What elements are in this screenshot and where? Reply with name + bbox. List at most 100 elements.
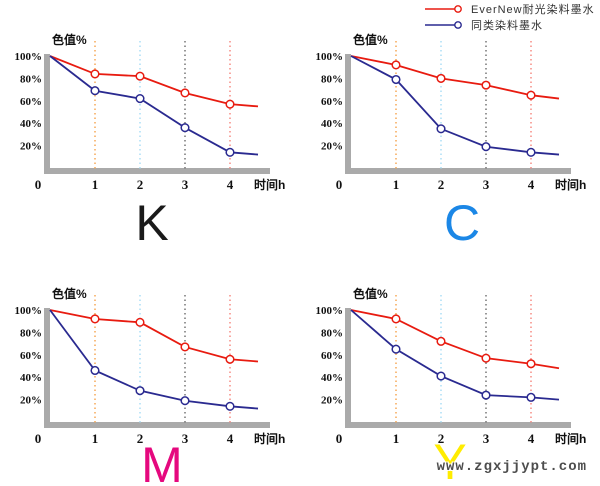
x-tick-label: 4 <box>528 177 535 192</box>
y-tick-label: 20% <box>321 141 343 153</box>
x-tick-label: 2 <box>137 177 144 192</box>
x-tick-label: 0 <box>336 431 343 446</box>
data-point-marker <box>90 86 100 96</box>
legend-label: 同类染料墨水 <box>471 19 543 32</box>
data-point-marker <box>225 401 235 411</box>
x-axis-title: 时间h <box>555 177 586 192</box>
chart-y-plot: 100% 80% 60% 40% 20% 0 1 2 3 4 色值% 时间h <box>316 286 587 446</box>
y-tick-label: 80% <box>321 73 343 85</box>
chart-m-plot: 100% 80% 60% 40% 20% 0 1 2 3 4 色值% 时间h <box>15 286 286 446</box>
chart-k: 100% 80% 60% 40% 20% 0 1 2 3 4 色值% 时间h <box>2 28 302 200</box>
chart-m: 100% 80% 60% 40% 20% 0 1 2 3 4 色值% 时间h <box>2 282 302 454</box>
x-tick-label: 1 <box>393 431 400 446</box>
y-axis-title: 色值% <box>52 286 87 301</box>
y-tick-label: 40% <box>20 372 42 384</box>
chart-c: 100% 80% 60% 40% 20% 0 1 2 3 4 色值% 时间h <box>303 28 600 200</box>
x-tick-label: 4 <box>227 177 234 192</box>
x-tick-label: 3 <box>182 177 189 192</box>
x-tick-label: 0 <box>35 431 42 446</box>
generic-ink-line <box>350 309 560 401</box>
data-point-marker <box>90 314 100 324</box>
data-point-marker <box>436 73 446 83</box>
y-tick-label: 60% <box>321 350 343 362</box>
data-point-marker <box>481 390 491 400</box>
y-tick-label: 20% <box>321 395 343 407</box>
data-point-marker <box>391 314 401 324</box>
y-tick-label: 20% <box>20 141 42 153</box>
y-tick-label: 100% <box>15 305 43 317</box>
data-point-marker <box>180 342 190 352</box>
channel-letter-k: K <box>135 195 169 251</box>
data-point-marker <box>391 344 401 354</box>
generic-ink-line <box>49 309 259 410</box>
evernew-ink-line <box>350 309 560 370</box>
y-tick-label: 60% <box>20 350 42 362</box>
y-tick-label: 20% <box>20 395 42 407</box>
data-point-marker <box>225 354 235 364</box>
x-axis-title: 时间h <box>555 431 586 446</box>
y-axis-bar <box>44 54 50 174</box>
data-point-marker <box>481 142 491 152</box>
chart-c-plot: 100% 80% 60% 40% 20% 0 1 2 3 4 色值% 时间h <box>316 32 587 192</box>
data-point-marker <box>180 396 190 406</box>
y-axis-bar <box>345 308 351 428</box>
legend-item-0: EverNew耐光染料墨水 <box>424 1 595 16</box>
y-tick-label: 40% <box>321 118 343 130</box>
data-point-marker <box>526 90 536 100</box>
data-point-marker <box>135 386 145 396</box>
chart-k-plot: 100% 80% 60% 40% 20% 0 1 2 3 4 色值% 时间h <box>15 32 286 192</box>
legend: EverNew耐光染料墨水 同类染料墨水 <box>424 1 595 32</box>
x-tick-label: 3 <box>182 431 189 446</box>
y-axis-title: 色值% <box>52 32 87 47</box>
data-point-marker <box>225 147 235 157</box>
x-axis-title: 时间h <box>254 431 285 446</box>
data-point-marker <box>481 80 491 90</box>
data-point-marker <box>526 392 536 402</box>
legend-line-marker-icon <box>425 4 462 13</box>
chart-y: 100% 80% 60% 40% 20% 0 1 2 3 4 色值% 时间h <box>303 282 600 454</box>
x-tick-label: 1 <box>92 431 99 446</box>
y-axis-title: 色值% <box>353 286 388 301</box>
x-tick-label: 1 <box>92 177 99 192</box>
generic-ink-line <box>350 55 560 156</box>
x-axis-bar <box>44 422 270 428</box>
data-point-marker <box>436 336 446 346</box>
x-axis-bar <box>345 168 571 174</box>
data-point-marker <box>135 317 145 327</box>
generic-ink-line <box>49 55 259 156</box>
legend-label: EverNew耐光染料墨水 <box>471 3 595 16</box>
legend-line-marker-icon <box>425 20 462 29</box>
x-tick-label: 0 <box>336 177 343 192</box>
y-tick-label: 60% <box>20 96 42 108</box>
channel-letter-c: C <box>443 195 481 251</box>
x-axis-bar <box>345 422 571 428</box>
y-tick-label: 80% <box>20 73 42 85</box>
y-tick-label: 40% <box>321 372 343 384</box>
y-tick-label: 100% <box>316 51 344 63</box>
data-point-marker <box>225 99 235 109</box>
y-tick-label: 80% <box>20 327 42 339</box>
evernew-ink-line <box>49 55 259 108</box>
legend-item-1: 同类染料墨水 <box>424 17 595 32</box>
data-point-marker <box>180 88 190 98</box>
data-point-marker <box>436 124 446 134</box>
data-point-marker <box>135 71 145 81</box>
evernew-ink-line <box>49 309 259 363</box>
channel-letter-m: M <box>141 437 183 486</box>
y-tick-label: 80% <box>321 327 343 339</box>
data-point-marker <box>436 371 446 381</box>
data-point-marker <box>481 353 491 363</box>
data-point-marker <box>90 365 100 376</box>
evernew-ink-line <box>350 55 560 100</box>
x-tick-label: 1 <box>393 177 400 192</box>
x-tick-label: 3 <box>483 431 490 446</box>
x-tick-label: 2 <box>438 177 445 192</box>
watermark-url: www.zgxjjypt.com <box>436 459 587 475</box>
x-tick-label: 3 <box>483 177 490 192</box>
data-point-marker <box>526 359 536 369</box>
x-tick-label: 4 <box>528 431 535 446</box>
x-tick-label: 4 <box>227 431 234 446</box>
data-point-marker <box>526 147 536 157</box>
data-point-marker <box>180 123 190 133</box>
